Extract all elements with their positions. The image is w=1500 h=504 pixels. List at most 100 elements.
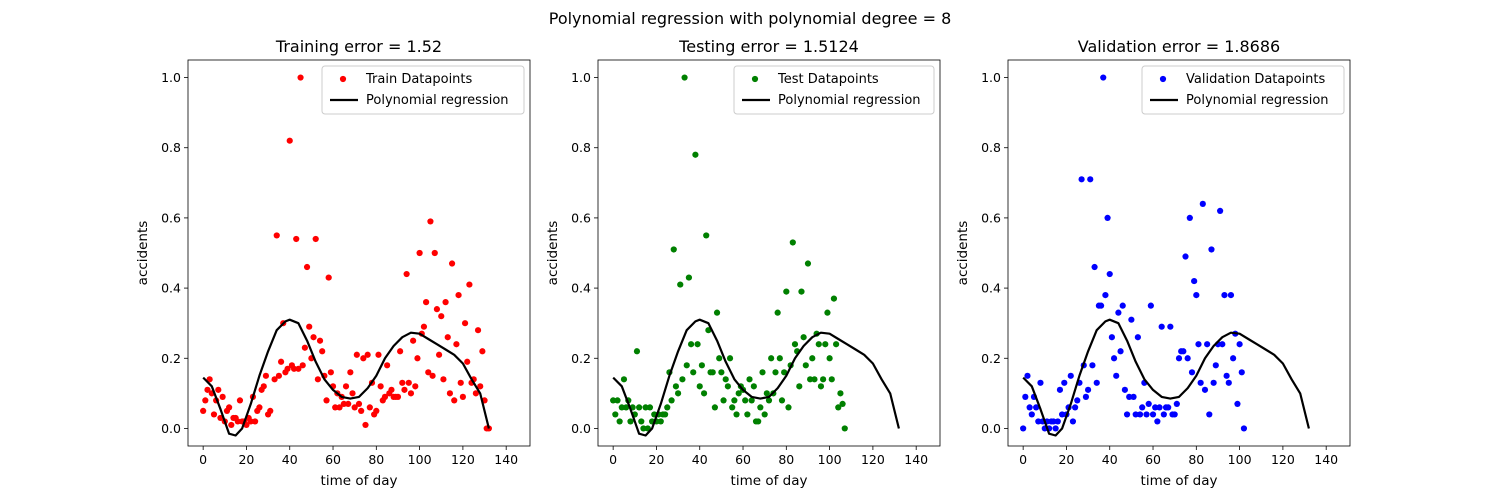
y-tick-label: 0.2 — [571, 351, 591, 366]
data-point — [236, 397, 244, 404]
data-point — [744, 411, 751, 418]
data-point — [798, 288, 805, 295]
data-point — [755, 418, 762, 425]
data-point — [1175, 355, 1183, 362]
data-point — [1050, 418, 1057, 425]
data-point — [301, 344, 308, 351]
data-point — [1028, 411, 1035, 418]
data-point — [407, 390, 415, 397]
subplot-title: Testing error = 1.5124 — [678, 37, 859, 56]
data-point — [657, 418, 664, 425]
data-point — [679, 376, 686, 383]
data-point — [332, 404, 339, 411]
legend: Validation Datapoints Polynomial regressi… — [1141, 65, 1345, 115]
data-point — [1132, 411, 1139, 418]
data-point — [284, 365, 291, 372]
data-point — [403, 270, 410, 278]
legend-marker-points — [1159, 75, 1167, 83]
data-point — [1097, 302, 1105, 309]
data-point — [1106, 270, 1113, 278]
data-point — [690, 369, 697, 376]
data-point — [837, 390, 844, 397]
data-point — [347, 369, 354, 376]
legend: Train Datapoints Polynomial regression — [321, 65, 525, 115]
data-point — [1225, 379, 1232, 386]
data-point — [1100, 74, 1107, 81]
data-point — [612, 411, 619, 418]
data-point — [1165, 404, 1172, 411]
data-point — [1156, 404, 1163, 411]
data-point — [616, 418, 623, 425]
data-point — [711, 404, 718, 411]
data-point — [830, 295, 838, 302]
data-point — [444, 334, 451, 341]
data-point — [275, 372, 283, 379]
data-point — [694, 341, 701, 348]
data-point — [820, 376, 827, 383]
y-tick-label: 0.2 — [981, 351, 1001, 366]
data-point — [429, 372, 436, 379]
data-point — [1173, 400, 1180, 407]
data-point — [1074, 397, 1081, 404]
regression-line — [612, 318, 900, 437]
y-tick-label: 0.8 — [161, 140, 181, 155]
y-tick-label: 0.0 — [161, 421, 181, 436]
data-point — [1035, 418, 1042, 425]
legend-frame — [733, 65, 935, 115]
data-point — [228, 421, 235, 429]
subplot-title: Training error = 1.52 — [275, 37, 442, 56]
data-point — [472, 390, 479, 397]
data-point — [1067, 372, 1074, 379]
data-point — [273, 232, 280, 239]
data-point — [1199, 200, 1206, 207]
data-point — [1126, 393, 1133, 400]
data-point — [1102, 292, 1109, 299]
data-point — [776, 355, 783, 362]
data-point — [807, 376, 814, 383]
data-point — [394, 393, 402, 400]
x-axis-label: time of day — [321, 473, 398, 489]
y-tick-label: 1.0 — [981, 70, 1001, 85]
data-point — [464, 358, 471, 365]
x-tick-label: 140 — [1314, 452, 1338, 467]
data-point — [638, 418, 645, 425]
data-point — [1212, 362, 1219, 369]
data-point — [364, 351, 371, 358]
data-point — [416, 249, 423, 257]
data-point — [366, 404, 373, 411]
data-point — [345, 400, 352, 407]
data-point — [349, 390, 356, 397]
y-tick-label: 0.4 — [571, 281, 591, 296]
legend-label-line: Polynomial regression — [366, 93, 509, 108]
data-point — [1108, 334, 1115, 341]
data-point — [757, 404, 764, 411]
y-tick-label: 0.8 — [981, 140, 1001, 155]
axes-frame — [187, 59, 531, 447]
data-point — [342, 383, 350, 390]
data-point — [1078, 176, 1085, 183]
data-point — [293, 235, 300, 243]
data-point — [219, 393, 226, 400]
data-point — [252, 418, 259, 425]
data-point — [763, 390, 770, 397]
regression-line — [1022, 318, 1310, 437]
data-point — [401, 386, 408, 393]
data-point — [388, 386, 395, 393]
data-point — [703, 232, 710, 239]
data-point — [1082, 393, 1090, 400]
data-point — [1191, 277, 1198, 285]
data-point — [312, 235, 319, 243]
data-point — [685, 274, 693, 281]
data-point — [733, 411, 740, 418]
data-point — [420, 323, 428, 330]
data-point — [781, 369, 788, 376]
x-tick-label: 0 — [199, 452, 207, 467]
data-point — [286, 137, 293, 144]
data-point — [1104, 214, 1111, 222]
data-point — [765, 397, 773, 404]
data-point — [750, 383, 757, 390]
data-point — [1158, 323, 1165, 330]
data-point — [1123, 411, 1131, 418]
data-point — [399, 379, 406, 386]
